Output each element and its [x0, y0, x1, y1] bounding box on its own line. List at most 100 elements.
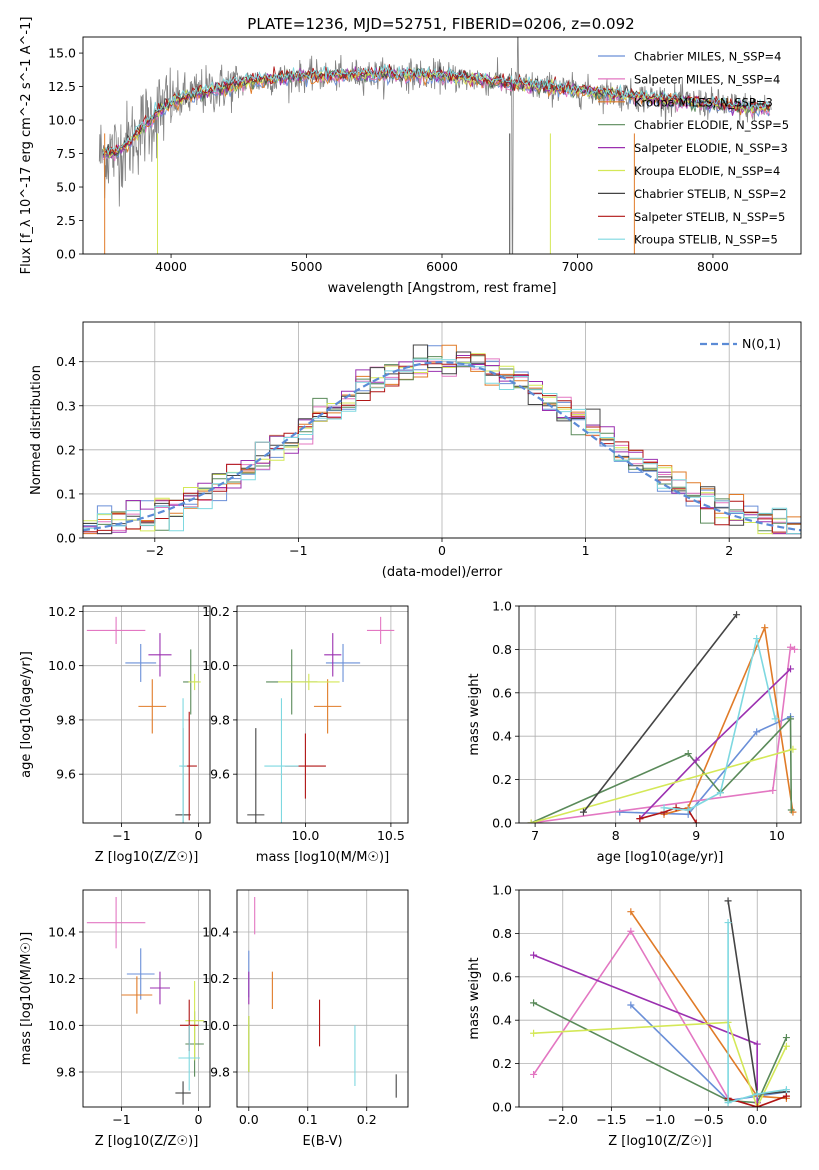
x-tick-label: 10 — [769, 828, 785, 843]
x-axis-label: Z [log10(Z/Z☉)] — [608, 1134, 712, 1149]
series-marker — [660, 804, 668, 812]
series-marker — [753, 728, 761, 736]
plot-area — [83, 344, 801, 535]
x-tick-label: 6000 — [426, 259, 458, 274]
series-line-6 — [582, 614, 738, 813]
series-marker — [787, 665, 795, 673]
x-tick-label: −1 — [289, 543, 307, 558]
series-marker — [684, 750, 692, 758]
y-tick-label: 9.8 — [210, 712, 230, 727]
y-tick-label: 10.2 — [48, 604, 76, 619]
y-tick-label: 0.0 — [492, 816, 512, 831]
y-tick-label: 0.8 — [492, 926, 512, 941]
axes-frame — [82, 889, 211, 1108]
y-tick-label: 10.2 — [202, 604, 230, 619]
axes-frame — [82, 605, 211, 824]
x-tick-label: 7000 — [562, 259, 594, 274]
x-tick-label: 9 — [692, 828, 700, 843]
plot-area — [527, 611, 799, 823]
plot-area — [86, 616, 201, 823]
series-marker — [627, 908, 635, 916]
x-tick-label: −0.5 — [693, 1112, 723, 1127]
series-marker — [753, 1103, 761, 1107]
y-tick-label: 1.0 — [492, 599, 512, 614]
y-tick-label: 0.2 — [492, 772, 512, 787]
x-tick-label: 0.1 — [298, 1112, 318, 1127]
series-marker — [527, 819, 535, 823]
x-axis-label: (data-model)/error — [382, 565, 503, 580]
series-marker — [787, 715, 795, 723]
y-tick-label: 12.5 — [48, 79, 76, 94]
y-tick-label: 10.0 — [48, 113, 76, 128]
y-tick-label: 10.0 — [202, 1018, 230, 1033]
model-line-7 — [103, 64, 771, 156]
series-marker — [782, 1034, 790, 1042]
series-marker — [753, 1040, 761, 1048]
series-marker — [782, 1092, 790, 1100]
axes-frame — [518, 605, 802, 824]
axes-frame — [82, 321, 802, 539]
y-tick-label: 10.2 — [202, 971, 230, 986]
y-tick-label: 9.6 — [56, 767, 76, 782]
x-axis-label: mass [log10(M/M☉)] — [256, 850, 389, 865]
y-tick-label: 9.8 — [210, 1065, 230, 1080]
series-marker — [636, 815, 644, 823]
y-tick-label: 0.4 — [492, 1013, 512, 1028]
y-axis-label: mass [log10(M/M☉)] — [19, 932, 34, 1065]
y-tick-label: 9.8 — [56, 712, 76, 727]
panel-age_vs_mass: 10.0 10.5 9.6 9.8 10.0 10.2 mass [log10(M/M☉)] — [202, 604, 409, 865]
x-tick-label: 0 — [438, 543, 446, 558]
x-tick-label: 0.0 — [747, 1112, 767, 1127]
panel-mass_weight_vs_age: 7 8 9 10 0.0 0.2 0.4 0.6 0.8 1.0 age [log10(age/yr… — [467, 599, 802, 865]
x-tick-label: −2.0 — [548, 1112, 578, 1127]
series-marker — [530, 951, 538, 959]
y-tick-label: 0.8 — [492, 642, 512, 657]
y-tick-label: 0.1 — [56, 486, 76, 501]
series-marker — [672, 804, 680, 812]
series-marker — [771, 715, 779, 723]
series-marker — [724, 919, 732, 927]
x-tick-label: 0 — [194, 1112, 202, 1127]
series-marker — [692, 819, 700, 823]
legend-label: Chabrier STELIB, N_SSP=2 — [634, 187, 786, 201]
x-axis-label: wavelength [Angstrom, rest frame] — [328, 281, 557, 296]
y-axis-label: age [log10(age/yr)] — [19, 651, 34, 778]
y-tick-label: 10.0 — [48, 658, 76, 673]
series-line-5 — [530, 748, 794, 823]
x-tick-label: 10.5 — [377, 828, 405, 843]
normal-curve — [83, 360, 801, 532]
x-axis-label: E(B-V) — [302, 1134, 342, 1149]
series-marker — [753, 1090, 761, 1098]
series-marker — [724, 1099, 732, 1107]
x-tick-label: −1.0 — [645, 1112, 675, 1127]
y-tick-label: 2.5 — [56, 213, 76, 228]
y-tick-label: 0.6 — [492, 685, 512, 700]
x-tick-label: 4000 — [155, 259, 187, 274]
series-line-3 — [533, 1002, 788, 1104]
y-tick-label: 9.6 — [210, 767, 230, 782]
series-marker — [530, 1070, 538, 1078]
x-tick-label: 0 — [194, 828, 202, 843]
y-tick-label: 9.8 — [56, 1065, 76, 1080]
legend-label: Kroupa STELIB, N_SSP=5 — [634, 233, 778, 247]
x-tick-label: 10.0 — [291, 828, 319, 843]
series-line-8 — [663, 638, 776, 811]
series-marker — [769, 786, 777, 794]
panel-age_vs_Z: −1 0 9.6 9.8 10.0 10.2 Z [log10(Z/Z☉)] age [log… — [19, 604, 211, 865]
axes-frame — [82, 36, 802, 255]
x-tick-label: −2 — [146, 543, 164, 558]
axes-frame — [236, 605, 409, 824]
series-marker — [716, 789, 724, 797]
legend-label: Chabrier ELODIE, N_SSP=5 — [634, 118, 789, 132]
y-tick-label: 0.0 — [56, 531, 76, 546]
plot-area — [247, 616, 395, 823]
x-tick-label: −1.5 — [596, 1112, 626, 1127]
x-tick-label: 5000 — [291, 259, 323, 274]
series-marker — [787, 643, 795, 651]
y-tick-label: 0.6 — [492, 969, 512, 984]
y-axis-label: Flux [f_λ 10^-17 erg cm^-2 s^-1 A^-1] — [19, 17, 34, 275]
series-marker — [787, 806, 795, 814]
series-line-7 — [727, 1095, 787, 1107]
y-tick-label: 0.4 — [492, 729, 512, 744]
series-marker — [791, 645, 799, 653]
